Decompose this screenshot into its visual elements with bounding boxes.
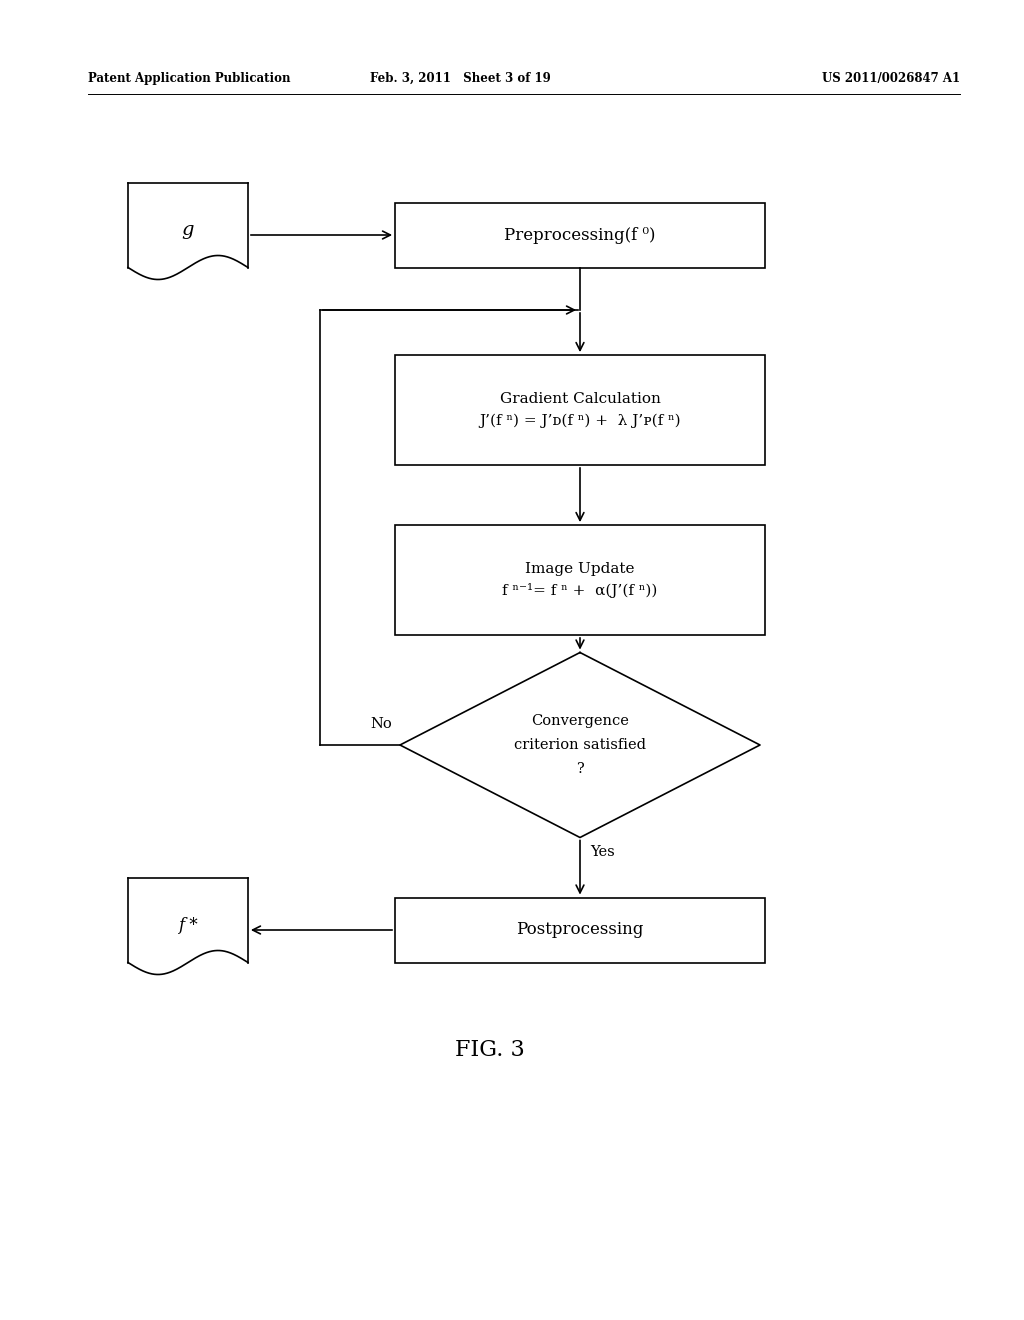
Text: J’(f ⁿ) = J’ᴅ(f ⁿ) +  λ J’ᴘ(f ⁿ): J’(f ⁿ) = J’ᴅ(f ⁿ) + λ J’ᴘ(f ⁿ): [479, 413, 681, 428]
Text: Feb. 3, 2011   Sheet 3 of 19: Feb. 3, 2011 Sheet 3 of 19: [370, 73, 550, 84]
Text: FIG. 3: FIG. 3: [455, 1039, 525, 1061]
Text: Image Update: Image Update: [525, 562, 635, 576]
Text: Patent Application Publication: Patent Application Publication: [88, 73, 291, 84]
Text: f *: f *: [178, 916, 198, 933]
Text: Convergence: Convergence: [531, 714, 629, 729]
Text: ?: ?: [577, 762, 584, 776]
Text: f ⁿ⁻¹= f ⁿ +  α(J’(f ⁿ)): f ⁿ⁻¹= f ⁿ + α(J’(f ⁿ)): [503, 583, 657, 598]
Bar: [128, 878, 248, 962]
Text: g: g: [181, 220, 195, 239]
Bar: [395, 898, 765, 962]
Bar: [395, 355, 765, 465]
Text: Preprocessing(f ⁰): Preprocessing(f ⁰): [504, 227, 655, 243]
Bar: [395, 525, 765, 635]
Text: criterion satisfied: criterion satisfied: [514, 738, 646, 752]
Bar: [395, 202, 765, 268]
Bar: [128, 182, 248, 268]
Text: No: No: [371, 717, 392, 731]
Polygon shape: [400, 652, 760, 837]
Text: Gradient Calculation: Gradient Calculation: [500, 392, 660, 407]
Text: Postprocessing: Postprocessing: [516, 921, 644, 939]
Text: US 2011/0026847 A1: US 2011/0026847 A1: [822, 73, 961, 84]
Text: Yes: Yes: [590, 846, 614, 859]
